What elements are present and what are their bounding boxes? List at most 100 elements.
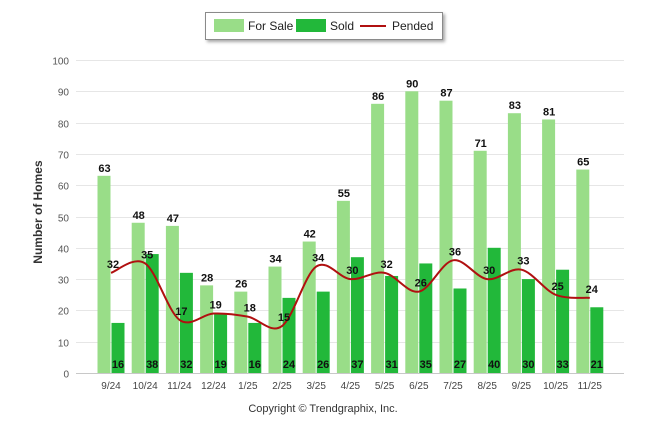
data-label-sold: 40 [488, 359, 500, 371]
bar-for-sale [542, 119, 556, 373]
data-label-pended: 34 [312, 253, 325, 265]
y-tick-label: 80 [58, 120, 70, 131]
y-tick-label: 40 [58, 245, 70, 256]
legend: For Sale Sold Pended [205, 12, 443, 40]
data-label-for-sale: 65 [577, 157, 589, 169]
y-tick-label: 0 [63, 370, 69, 381]
x-tick-label: 5/25 [375, 381, 395, 392]
x-axis-ticks: 9/24 10/24 11/24 12/24 1/25 2/25 3/25 4/25 5/25 6… [101, 381, 602, 392]
bar-for-sale [234, 291, 248, 373]
x-tick-label: 12/24 [201, 381, 226, 392]
x-tick-label: 10/25 [543, 381, 568, 392]
bar-sold [521, 279, 535, 373]
bar-sold [111, 322, 125, 373]
legend-swatch-for-sale [214, 19, 244, 32]
pended-line-path [110, 259, 590, 330]
y-tick-label: 20 [58, 307, 70, 318]
y-tick-label: 70 [58, 151, 70, 162]
data-label-for-sale: 55 [338, 188, 350, 200]
pended-line [110, 259, 590, 330]
legend-item-pended[interactable]: Pended [360, 19, 433, 33]
data-label-pended: 32 [380, 259, 392, 271]
data-label-pended: 26 [415, 278, 427, 290]
y-axis-label: Number of Homes [31, 160, 45, 264]
data-label-sold: 16 [249, 359, 261, 371]
x-tick-label: 2/25 [272, 381, 292, 392]
data-label-sold: 35 [420, 359, 432, 371]
bar-for-sale [507, 113, 521, 374]
data-label-pended: 30 [483, 265, 495, 277]
bar-for-sale [200, 285, 214, 373]
x-tick-label: 1/25 [238, 381, 258, 392]
x-tick-label: 8/25 [477, 381, 497, 392]
data-labels: 63 16 48 38 47 32 28 19 26 16 34 24 42 26 55 37 86 31 90 35… [98, 78, 603, 371]
data-label-pended: 25 [551, 281, 563, 293]
bar-sold [248, 322, 262, 373]
bar-sold [350, 257, 364, 373]
bar-for-sale [268, 266, 282, 373]
bar-sold [214, 313, 228, 373]
y-tick-label: 90 [58, 88, 70, 99]
legend-label-pended: Pended [392, 19, 434, 33]
x-tick-label: 10/24 [133, 381, 158, 392]
data-label-pended: 15 [278, 312, 290, 324]
x-tick-label: 9/25 [512, 381, 532, 392]
data-label-pended: 36 [449, 246, 461, 258]
y-tick-label: 50 [58, 214, 70, 225]
data-label-pended: 33 [517, 256, 529, 268]
data-label-sold: 32 [180, 359, 192, 371]
data-label-sold: 37 [351, 359, 363, 371]
data-label-sold: 27 [454, 359, 466, 371]
bar-sold [385, 275, 399, 373]
bar-sold [316, 291, 330, 373]
x-tick-label: 3/25 [306, 381, 326, 392]
data-label-pended: 17 [175, 306, 187, 318]
bar-for-sale [371, 103, 385, 373]
bar-for-sale [439, 100, 453, 373]
data-label-pended: 30 [346, 265, 358, 277]
data-label-for-sale: 83 [509, 100, 521, 112]
data-label-sold: 38 [146, 359, 158, 371]
bars [97, 91, 604, 374]
data-label-pended: 35 [141, 249, 153, 261]
bar-sold [145, 254, 159, 373]
x-tick-label: 9/24 [101, 381, 121, 392]
bar-for-sale [576, 169, 590, 373]
data-label-for-sale: 87 [440, 88, 452, 100]
data-label-for-sale: 42 [304, 229, 316, 241]
bar-for-sale [405, 91, 419, 374]
y-tick-label: 60 [58, 182, 70, 193]
y-tick-label: 30 [58, 276, 70, 287]
bar-for-sale [473, 150, 487, 373]
data-label-sold: 30 [522, 359, 534, 371]
bar-for-sale [131, 222, 145, 373]
data-label-sold: 33 [556, 359, 568, 371]
data-label-pended: 19 [209, 300, 221, 312]
legend-item-for-sale[interactable]: For Sale [214, 19, 293, 33]
bar-for-sale [336, 200, 350, 373]
data-label-pended: 18 [244, 303, 256, 315]
legend-swatch-pended [360, 24, 386, 27]
legend-swatch-sold [296, 19, 326, 32]
x-tick-label: 4/25 [341, 381, 361, 392]
data-label-sold: 31 [385, 359, 397, 371]
copyright-text: Copyright © Trendgraphix, Inc. [248, 403, 398, 415]
data-label-for-sale: 71 [475, 138, 487, 150]
bar-for-sale [302, 241, 316, 373]
legend-label-for-sale: For Sale [248, 19, 294, 33]
data-label-pended: 24 [586, 284, 599, 296]
data-label-for-sale: 90 [406, 78, 418, 90]
data-label-for-sale: 81 [543, 106, 555, 118]
y-axis-ticks: 0 10 20 30 40 50 60 70 80 90 100 [52, 57, 69, 381]
data-label-for-sale: 34 [269, 254, 282, 266]
x-tick-label: 11/24 [167, 381, 192, 392]
data-label-pended: 32 [107, 259, 119, 271]
bar-for-sale [97, 175, 111, 373]
data-label-sold: 19 [214, 359, 226, 371]
bar-sold [590, 307, 604, 373]
bar-sold [282, 297, 296, 373]
data-label-for-sale: 26 [235, 279, 247, 291]
legend-item-sold[interactable]: Sold [296, 19, 354, 33]
bar-for-sale [165, 225, 179, 373]
